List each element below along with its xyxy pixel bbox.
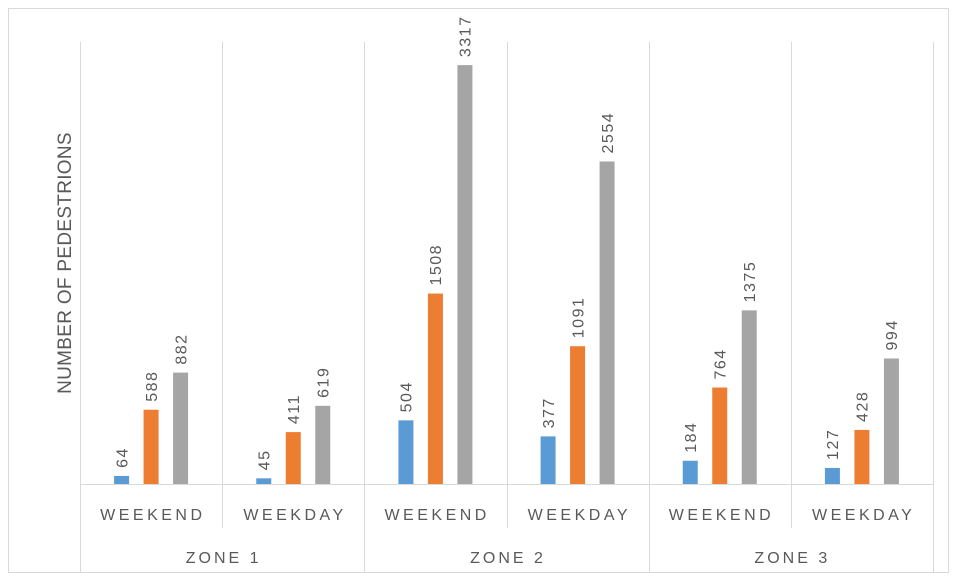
bar-zone-3-weekend-series-2 [712, 387, 728, 484]
chart-frame [8, 8, 949, 573]
bar-zone-3-weekday-series-2 [854, 429, 870, 484]
data-label-zone-1-weekend-series-3: 882 [173, 333, 190, 364]
group-label-zone-2: ZONE 2 [470, 550, 546, 567]
data-label-zone-2-weekday-series-1: 377 [541, 397, 558, 428]
bar-zone-2-weekend-series-2 [427, 293, 443, 484]
bars [114, 65, 899, 485]
bar-zone-2-weekday-series-1 [540, 436, 556, 484]
data-label-zone-1-weekday-series-1: 45 [256, 450, 273, 471]
bar-zone-2-weekday-series-3 [599, 161, 615, 484]
bar-zone-1-weekend-series-2 [143, 409, 159, 484]
bar-zone-1-weekend-series-1 [114, 475, 130, 484]
bar-zone-2-weekday-series-2 [570, 346, 586, 484]
data-label-zone-2-weekend-series-1: 504 [399, 381, 416, 412]
group-label-zone-1: ZONE 1 [186, 550, 262, 567]
bar-zone-1-weekend-series-3 [173, 372, 189, 484]
category-label-zone-2-weekend: WEEKEND [384, 507, 489, 524]
data-label-zone-2-weekend-series-3: 3317 [458, 16, 475, 58]
category-label-zone-2-weekday: WEEKDAY [528, 507, 631, 524]
bar-zone-1-weekday-series-3 [315, 405, 331, 484]
data-label-zone-3-weekday-series-1: 127 [825, 429, 842, 460]
data-labels: 64 45 504 377 184 127 588 411 1508 1091 764 428 882 6… [114, 16, 901, 471]
data-label-zone-3-weekday-series-3: 994 [884, 319, 901, 350]
category-label-zone-3-weekday: WEEKDAY [812, 507, 915, 524]
category-label-zone-1-weekend: WEEKEND [100, 507, 205, 524]
y-axis-label: NUMBER OF PEDESTRIONS [55, 132, 76, 394]
category-axis: WEEKEND WEEKDAY WEEKEND WEEKDAY WEEKEND WEEKD… [100, 507, 915, 567]
bar-zone-2-weekend-series-1 [398, 420, 414, 484]
data-label-zone-3-weekend-series-2: 764 [712, 348, 729, 379]
data-label-zone-2-weekday-series-3: 2554 [600, 112, 617, 154]
category-label-zone-1-weekday: WEEKDAY [243, 507, 346, 524]
data-label-zone-1-weekday-series-3: 619 [315, 367, 332, 398]
gridlines [80, 42, 934, 572]
bar-zone-1-weekday-series-1 [256, 478, 272, 484]
data-label-zone-2-weekday-series-2: 1091 [570, 297, 587, 339]
category-label-zone-3-weekend: WEEKEND [669, 507, 774, 524]
data-label-zone-3-weekend-series-1: 184 [683, 422, 700, 453]
bar-zone-1-weekday-series-2 [285, 432, 301, 484]
data-label-zone-1-weekend-series-1: 64 [114, 447, 131, 468]
bar-zone-2-weekend-series-3 [457, 65, 473, 485]
data-label-zone-2-weekend-series-2: 1508 [428, 244, 445, 286]
data-label-zone-1-weekend-series-2: 588 [144, 371, 161, 402]
bar-zone-3-weekday-series-1 [824, 467, 840, 484]
bar-zone-3-weekend-series-3 [741, 310, 757, 484]
data-label-zone-3-weekday-series-2: 428 [855, 391, 872, 422]
data-label-zone-1-weekday-series-2: 411 [286, 394, 303, 424]
group-label-zone-3: ZONE 3 [754, 550, 830, 567]
data-label-zone-3-weekend-series-3: 1375 [742, 261, 759, 303]
bar-zone-3-weekday-series-3 [883, 358, 899, 484]
bar-zone-3-weekend-series-1 [682, 460, 698, 484]
